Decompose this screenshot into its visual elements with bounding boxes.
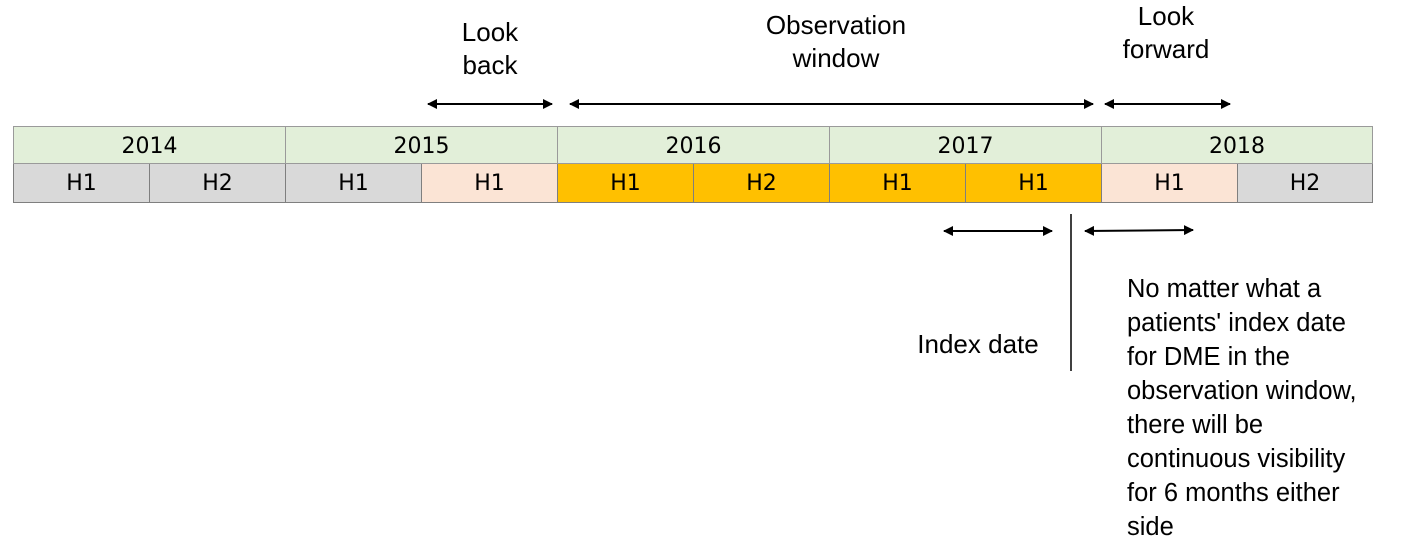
half-year-cell: H2 xyxy=(1237,164,1373,203)
year-cell: 2014 xyxy=(13,126,285,164)
half-year-cell: H1 xyxy=(421,164,557,203)
half-year-cell: H2 xyxy=(693,164,829,203)
half-year-cell: H1 xyxy=(285,164,421,203)
year-cell: 2015 xyxy=(285,126,557,164)
half-year-cell: H1 xyxy=(13,164,149,203)
half-year-cell: H1 xyxy=(1101,164,1237,203)
year-row: 2014 2015 2016 2017 2018 xyxy=(13,126,1373,164)
year-cell: 2017 xyxy=(829,126,1101,164)
half-year-cell: H1 xyxy=(829,164,965,203)
look-forward-label: Look forward xyxy=(1122,1,1210,64)
look-back-label: Look back xyxy=(461,17,519,80)
half-year-cell: H2 xyxy=(149,164,285,203)
half-year-row: H1 H2 H1 H1 H1 H2 H1 H1 H1 H2 xyxy=(13,164,1373,203)
year-cell: 2018 xyxy=(1101,126,1373,164)
half-year-cell: H1 xyxy=(557,164,693,203)
year-cell: 2016 xyxy=(557,126,829,164)
post-index-arrow xyxy=(1084,225,1194,236)
half-year-cell: H1 xyxy=(965,164,1101,203)
visibility-note: No matter what a patients' index date fo… xyxy=(1127,275,1357,541)
index-date-label: Index date xyxy=(917,329,1039,359)
observation-window-label: Observation window xyxy=(765,10,907,73)
